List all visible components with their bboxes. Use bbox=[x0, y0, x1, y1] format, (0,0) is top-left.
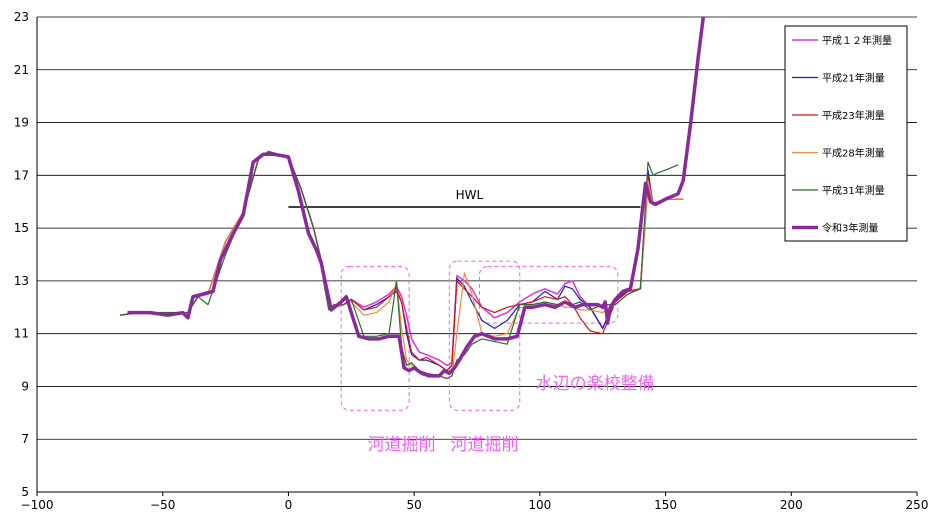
annotation-label: 河道掘削 bbox=[368, 435, 436, 455]
y-tick-label: 7 bbox=[21, 432, 29, 446]
legend-label: 平成１２年測量 bbox=[822, 34, 892, 47]
y-tick-label: 21 bbox=[14, 63, 29, 77]
series-line bbox=[119, 151, 684, 372]
series-line bbox=[127, 16, 706, 378]
annotation-labels: 河道掘削 河道掘削 水辺の楽校整備 bbox=[368, 374, 655, 455]
x-tick-label: 250 bbox=[906, 498, 929, 512]
y-tick-label: 15 bbox=[14, 221, 29, 235]
hwl-label: HWL bbox=[456, 188, 484, 202]
y-tick-label: 13 bbox=[14, 274, 29, 288]
y-tick-label: 9 bbox=[21, 379, 29, 393]
annotation-label: 水辺の楽校整備 bbox=[536, 374, 655, 394]
y-tick-label: 11 bbox=[14, 327, 29, 341]
y-tick-label: 5 bbox=[21, 485, 29, 499]
annotation-box bbox=[479, 265, 619, 324]
y-tick-label: 19 bbox=[14, 116, 29, 130]
x-tick-label: 100 bbox=[528, 498, 551, 512]
legend-label: 令和3年測量 bbox=[822, 222, 878, 235]
series-lines bbox=[119, 16, 706, 380]
legend: 平成１２年測量平成21年測量平成23年測量平成28年測量平成31年測量令和3年測… bbox=[784, 25, 908, 242]
y-tick-label: 17 bbox=[14, 168, 29, 182]
axes: 5 7 9 11 13 15 17 19 21 23 −100 −50 0 50 100 150 200 250 bbox=[14, 10, 929, 512]
x-tick-label: 0 bbox=[285, 498, 293, 512]
series-line bbox=[119, 151, 684, 372]
x-tick-label: −50 bbox=[150, 498, 175, 512]
gridlines bbox=[37, 16, 917, 493]
hwl-group: HWL bbox=[288, 188, 641, 208]
annotation-box bbox=[448, 260, 521, 411]
annotation-label: 河道掘削 bbox=[451, 435, 519, 455]
legend-label: 平成28年測量 bbox=[822, 147, 885, 160]
x-tick-label: 200 bbox=[780, 498, 803, 512]
x-tick-label: 150 bbox=[654, 498, 677, 512]
x-tick-label: −100 bbox=[21, 498, 54, 512]
legend-label: 平成23年測量 bbox=[822, 109, 885, 122]
x-tick-label: 50 bbox=[407, 498, 422, 512]
legend-box bbox=[784, 25, 908, 242]
legend-label: 平成31年測量 bbox=[822, 184, 885, 197]
legend-label: 平成21年測量 bbox=[822, 72, 885, 85]
y-tick-label: 23 bbox=[14, 10, 29, 24]
